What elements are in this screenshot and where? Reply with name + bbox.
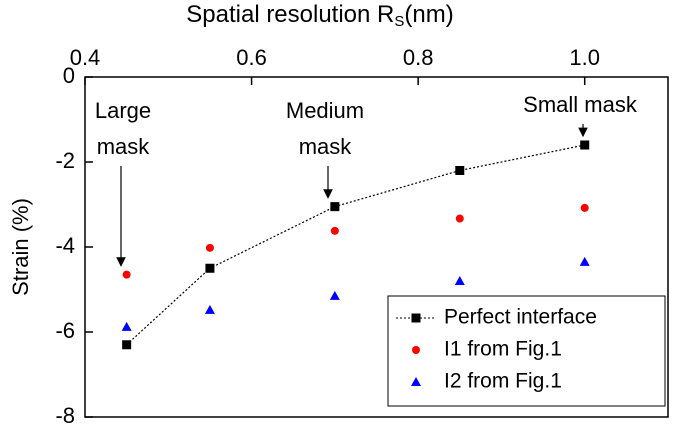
y-tick-label: -8 [55, 403, 75, 425]
legend-box [387, 295, 666, 407]
x-tick-label: 1.0 [569, 45, 600, 70]
data-point [205, 263, 215, 273]
y-axis-label: Strain (%) [8, 198, 33, 296]
data-point [122, 270, 131, 279]
y-tick-label: -2 [55, 148, 75, 173]
annotation: Large [95, 98, 151, 123]
legend-marker [411, 377, 421, 386]
data-point [329, 290, 340, 300]
data-point [579, 256, 590, 266]
data-point [121, 321, 132, 331]
y-tick-label: -4 [55, 233, 75, 258]
data-point [580, 140, 590, 150]
legend-marker [411, 313, 421, 323]
legend-label: I2 from Fig.1 [444, 370, 562, 393]
x-tick-label: 0.4 [70, 45, 101, 70]
annotation: mask [97, 134, 151, 159]
data-point [455, 166, 465, 175]
data-point [204, 304, 215, 314]
x-axis-label: Spatial resolution RS(nm) [186, 1, 453, 30]
annotation: mask [299, 134, 353, 159]
data-point [580, 203, 589, 212]
x-label-main: Spatial resolution R [186, 1, 394, 28]
y-tick-label: -6 [55, 318, 75, 343]
data-point [330, 226, 339, 235]
data-point [455, 214, 464, 223]
legend-label: I1 from Fig.1 [444, 338, 562, 361]
y-tick-label: 0 [63, 63, 75, 88]
x-tick-label: 0.8 [403, 45, 434, 70]
data-point [330, 202, 340, 212]
annotation: Small mask [523, 92, 638, 117]
data-point [454, 276, 465, 285]
data-point [205, 243, 214, 252]
data-point [122, 340, 132, 350]
legend-label: Perfect interface [444, 306, 597, 329]
x-label-sub: S [394, 13, 404, 30]
annotation: Medium [286, 98, 364, 123]
x-tick-label: 0.6 [236, 45, 267, 70]
legend-marker [412, 346, 420, 354]
x-label-end: (nm) [404, 1, 453, 28]
